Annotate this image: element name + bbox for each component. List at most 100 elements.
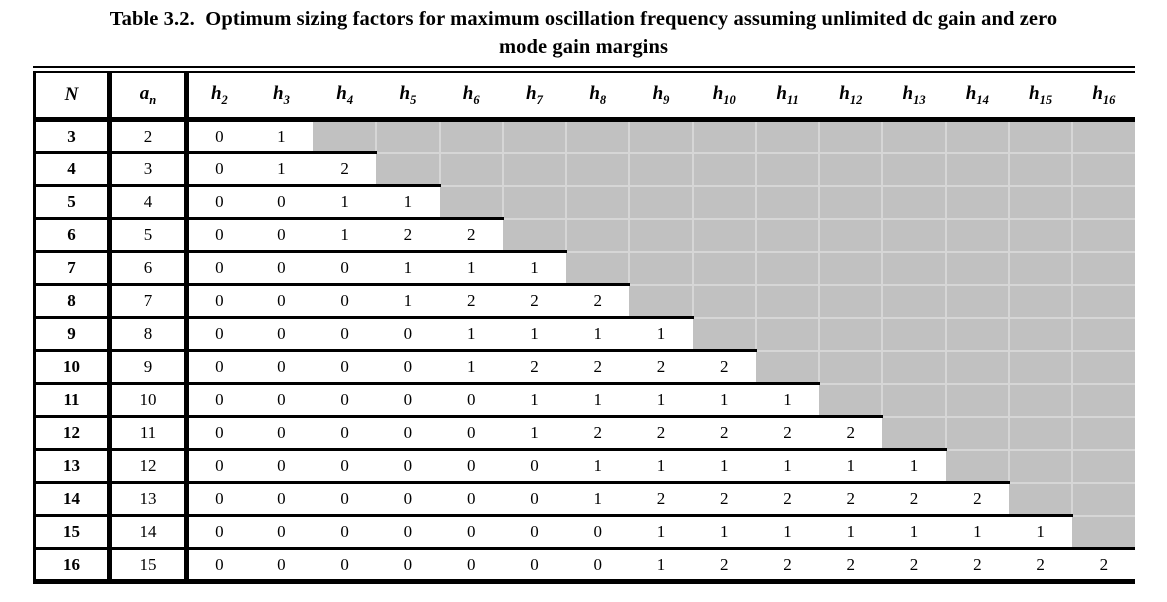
shaded-cell [628, 184, 693, 219]
shaded-cell [818, 184, 883, 219]
shaded-cell [944, 415, 1009, 450]
table-row: 15 14 0 0 0 0 0 0 0 1 1 1 1 1 1 1 [34, 514, 1136, 549]
table-row: 12 11 0 0 0 0 0 1 2 2 2 2 2 [34, 415, 1136, 450]
shaded-cell [565, 217, 630, 252]
shaded-cell [754, 217, 820, 252]
shaded-cell [1007, 250, 1073, 285]
cell-an: 10 [109, 382, 189, 417]
header-cell-an: an [109, 69, 189, 122]
cell-h7: 0 [502, 448, 567, 483]
shaded-cell [1007, 283, 1073, 318]
shaded-cell [1071, 481, 1136, 516]
cell-an: 11 [109, 415, 189, 450]
shaded-cell [1007, 316, 1073, 351]
shaded-cell [1007, 151, 1073, 186]
cell-h6: 0 [439, 415, 503, 450]
shaded-cell [566, 250, 630, 285]
cell-n: 15 [34, 514, 112, 549]
table-row: 10 9 0 0 0 0 1 2 2 2 2 [34, 349, 1136, 384]
shaded-cell [691, 151, 756, 186]
cell-h8: 1 [566, 448, 630, 483]
cell-n: 6 [34, 217, 112, 252]
cell-h3: 0 [249, 415, 314, 450]
header-cell-h6: h6 [439, 69, 503, 122]
shaded-cell [439, 184, 503, 219]
shaded-cell [565, 118, 630, 153]
shaded-cell [882, 415, 946, 450]
shaded-cell [818, 217, 883, 252]
shaded-cell [881, 250, 946, 285]
cell-h10: 1 [692, 514, 756, 549]
shaded-cell [691, 283, 756, 318]
shaded-cell [818, 151, 883, 186]
cell-h5: 1 [376, 250, 440, 285]
cell-h7: 1 [502, 250, 567, 285]
shaded-cell [1072, 514, 1136, 549]
cell-h6: 1 [439, 349, 503, 384]
cell-h15: 1 [1008, 514, 1073, 549]
table-row: 13 12 0 0 0 0 0 0 1 1 1 1 1 1 [34, 448, 1136, 483]
shaded-cell [1007, 184, 1073, 219]
cell-h4: 0 [313, 349, 377, 384]
cell-h6: 0 [439, 547, 503, 582]
header-cell-h3: h3 [249, 69, 314, 122]
shaded-cell [944, 217, 1009, 252]
shaded-cell [945, 448, 1009, 483]
cell-h3: 0 [249, 481, 314, 516]
cell-h7: 0 [502, 547, 567, 582]
cell-h2: 0 [186, 415, 250, 450]
cell-an: 12 [109, 448, 189, 483]
cell-an: 9 [109, 349, 189, 384]
cell-h3: 0 [249, 547, 314, 582]
cell-h12: 2 [819, 547, 883, 582]
cell-h9: 2 [629, 415, 693, 450]
shaded-cell [754, 283, 820, 318]
cell-h15: 2 [1008, 547, 1073, 582]
cell-an: 7 [109, 283, 189, 318]
cell-h10: 2 [692, 547, 756, 582]
shaded-cell [628, 217, 693, 252]
cell-n: 13 [34, 448, 112, 483]
shaded-cell [1071, 316, 1136, 351]
cell-an: 13 [109, 481, 189, 516]
cell-h6: 0 [439, 514, 503, 549]
shaded-cell [565, 151, 630, 186]
shaded-cell [565, 184, 630, 219]
cell-h11: 2 [755, 415, 820, 450]
cell-h7: 1 [502, 382, 567, 417]
shaded-cell [1071, 415, 1136, 450]
shaded-cell [1071, 448, 1136, 483]
cell-h10: 2 [692, 349, 756, 384]
cell-h2: 0 [186, 151, 250, 186]
cell-h6: 0 [439, 481, 503, 516]
cell-h5: 0 [376, 415, 440, 450]
cell-h6: 2 [439, 283, 503, 318]
shaded-cell [628, 250, 693, 285]
cell-h3: 0 [249, 514, 314, 549]
cell-h5: 1 [376, 283, 440, 318]
cell-h16: 2 [1072, 547, 1136, 582]
cell-h6: 0 [439, 448, 503, 483]
shaded-cell [1071, 118, 1136, 153]
cell-h5: 0 [376, 514, 440, 549]
header-cell-h12: h12 [819, 69, 883, 122]
cell-h2: 0 [186, 514, 250, 549]
shaded-cell [754, 151, 820, 186]
header-cell-n: N [34, 69, 112, 122]
shaded-cell [754, 184, 820, 219]
cell-h2: 0 [186, 382, 250, 417]
shaded-cell [438, 118, 503, 153]
cell-h5: 0 [376, 316, 440, 351]
header-cell-h13: h13 [882, 69, 946, 122]
cell-h7: 1 [502, 415, 567, 450]
cell-h3: 0 [249, 217, 314, 252]
cell-h4: 1 [313, 217, 377, 252]
cell-h4: 0 [313, 448, 377, 483]
cell-h2: 0 [186, 316, 250, 351]
header-cell-h2: h2 [186, 69, 250, 122]
